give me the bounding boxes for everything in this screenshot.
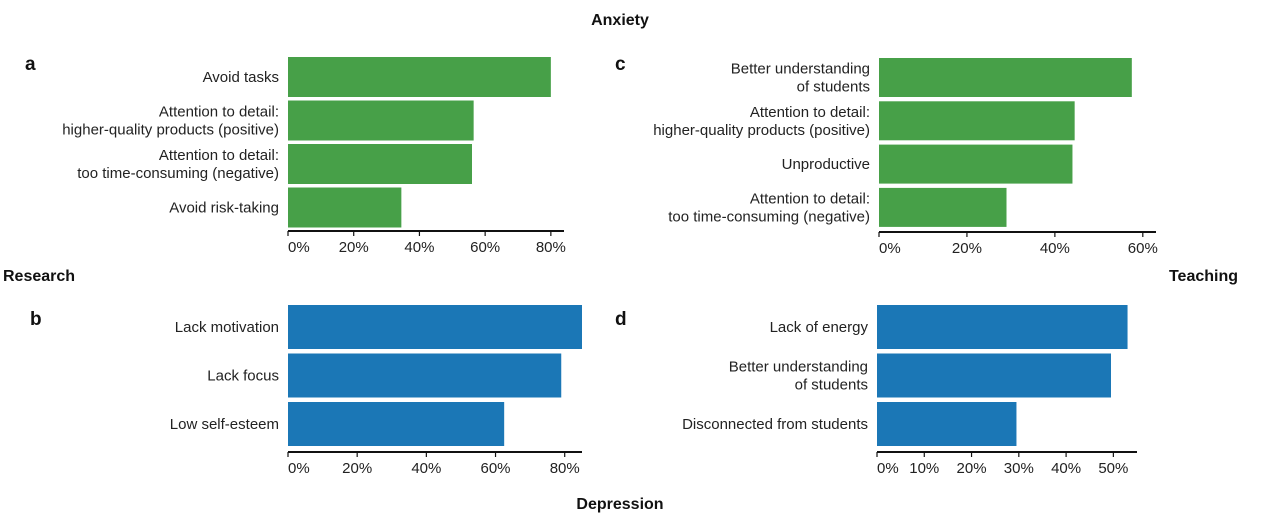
panel-b-category-label-1: Lack motivation	[175, 319, 279, 336]
panel-c-tick-label: 20%	[952, 240, 982, 257]
panel-b-category-label-2: Lack focus	[207, 368, 279, 385]
panel-letter-b: b	[30, 309, 42, 330]
panel-a-bar-3	[288, 144, 472, 184]
panel-c-tick-label: 0%	[879, 240, 901, 257]
panel-d-category-label-1: Lack of energy	[770, 319, 869, 336]
panel-c-bar-3	[879, 144, 1073, 184]
row-label-research: Research	[3, 268, 75, 285]
panel-a-tick-label: 40%	[404, 239, 434, 256]
panel-c-bar-2	[879, 101, 1075, 141]
panel-c-category-label-1: Better understanding of students	[731, 61, 870, 96]
panel-b-tick-label: 20%	[342, 460, 372, 477]
panel-b-bar-2	[288, 353, 562, 398]
panel-a-tick-label: 20%	[339, 239, 369, 256]
panel-c-tick-label: 60%	[1128, 240, 1158, 257]
panel-c-bar-1	[879, 58, 1132, 97]
panel-b-tick-label: 80%	[550, 460, 580, 477]
panel-b-tick-label: 60%	[481, 460, 511, 477]
panel-b-category-label-3: Low self-esteem	[170, 416, 279, 433]
panel-c-chart: Better understanding of students Attention…	[653, 58, 1158, 257]
panel-d-tick-label: 10%	[909, 460, 939, 477]
panel-d-tick-label: 40%	[1051, 460, 1081, 477]
panel-d-category-label-2: Better understanding of students	[729, 359, 868, 394]
panel-d-bar-1	[877, 305, 1128, 349]
panel-d-tick-label: 0%	[877, 460, 899, 477]
panel-d-chart: Lack of energy Better understanding of stu…	[682, 305, 1137, 477]
panel-letter-c: c	[615, 54, 626, 75]
panel-d-bar-2	[877, 353, 1111, 398]
panel-d-tick-label: 20%	[957, 460, 987, 477]
panel-a-category-label-3: Attention to detail: too time-consuming (…	[77, 147, 279, 182]
panel-d-tick-label: 30%	[1004, 460, 1034, 477]
panel-c-tick-label: 40%	[1040, 240, 1070, 257]
panel-b-tick-label: 0%	[288, 460, 310, 477]
panel-a-bar-2	[288, 100, 474, 141]
panel-c-category-label-2: Attention to detail: higher-quality produ…	[653, 104, 870, 139]
panel-d-tick-label: 50%	[1098, 460, 1128, 477]
panel-a-chart: Avoid tasks Attention to detail: higher-qu…	[62, 57, 566, 256]
panel-b-tick-label: 40%	[411, 460, 441, 477]
panel-d-category-label-3: Disconnected from students	[682, 416, 868, 433]
panel-b-bar-3	[288, 402, 505, 446]
panel-a-bar-1	[288, 57, 551, 97]
panel-a-tick-label: 60%	[470, 239, 500, 256]
figure-title-depression: Depression	[576, 496, 663, 513]
panel-letter-a: a	[25, 54, 36, 75]
panel-b-bar-1	[288, 305, 582, 349]
row-label-teaching: Teaching	[1169, 268, 1238, 285]
panel-a-category-label-2: Attention to detail: higher-quality produ…	[62, 104, 279, 139]
panel-a-tick-label: 0%	[288, 239, 310, 256]
panel-c-category-label-4: Attention to detail: too time-consuming (…	[668, 190, 870, 225]
panel-a-bar-4	[288, 187, 402, 228]
panel-c-category-label-3: Unproductive	[782, 156, 870, 173]
panel-a-category-label-1: Avoid tasks	[203, 69, 279, 86]
panel-a-category-label-4: Avoid risk-taking	[169, 200, 279, 217]
panel-a-tick-label: 80%	[536, 239, 566, 256]
panel-d-bar-3	[877, 402, 1017, 446]
panel-letter-d: d	[615, 309, 627, 330]
panel-c-bar-4	[879, 187, 1007, 227]
figure-title-anxiety: Anxiety	[591, 12, 649, 29]
panel-b-chart: Lack motivation Lack focus Low self-esteem…	[170, 305, 582, 477]
